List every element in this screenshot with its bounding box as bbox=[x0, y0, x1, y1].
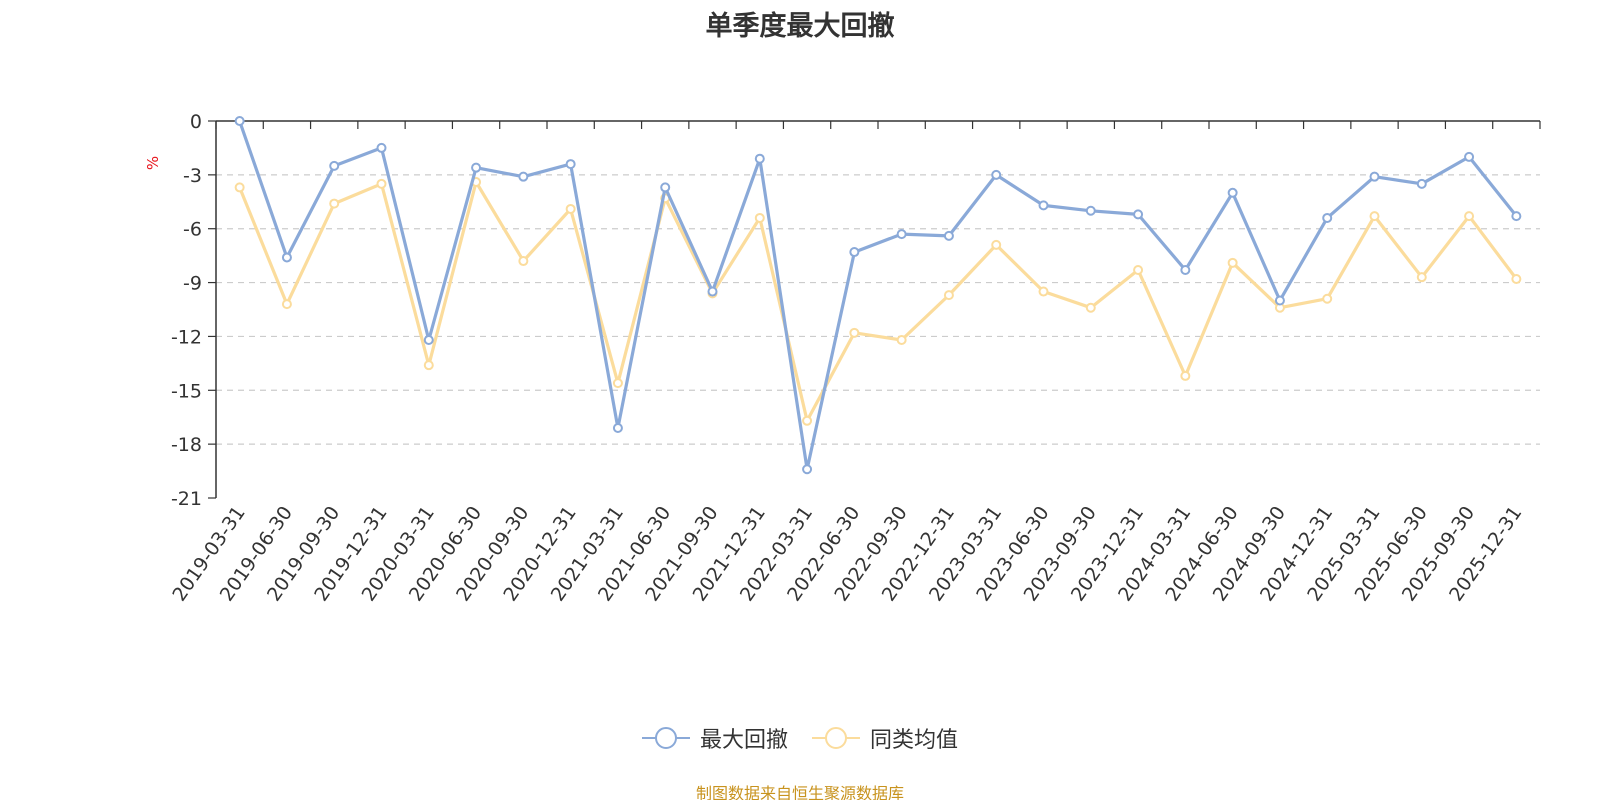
data-point bbox=[1038, 200, 1049, 211]
y-tick-label: 0 bbox=[190, 111, 202, 133]
legend: 最大回撤 同类均值 bbox=[0, 722, 1600, 754]
data-point bbox=[565, 203, 576, 214]
data-point bbox=[329, 160, 340, 171]
data-point bbox=[565, 159, 576, 170]
y-tick-label: -15 bbox=[171, 380, 202, 402]
data-point bbox=[896, 229, 907, 240]
y-tick-label: -21 bbox=[171, 488, 202, 510]
y-tick-label: -12 bbox=[171, 326, 202, 348]
data-point bbox=[943, 230, 954, 241]
data-point bbox=[1227, 187, 1238, 198]
data-point bbox=[281, 252, 292, 263]
data-point bbox=[1464, 151, 1475, 162]
data-point bbox=[423, 360, 434, 371]
data-point bbox=[329, 198, 340, 209]
legend-marker-peer-average bbox=[812, 727, 860, 749]
data-point bbox=[754, 153, 765, 164]
y-tick-label: -6 bbox=[183, 219, 202, 241]
data-point bbox=[1133, 265, 1144, 276]
data-point bbox=[1369, 171, 1380, 182]
data-point bbox=[1133, 209, 1144, 220]
legend-item-peer-average[interactable]: 同类均值 bbox=[812, 722, 958, 754]
data-point bbox=[281, 299, 292, 310]
legend-item-max-drawdown[interactable]: 最大回撤 bbox=[641, 722, 788, 754]
legend-marker-max-drawdown bbox=[641, 727, 690, 749]
y-axis-unit: % bbox=[144, 156, 162, 170]
data-point bbox=[612, 422, 623, 433]
line-chart: 0-3-6-9-12-15-18-212019-03-312019-06-302… bbox=[144, 111, 1541, 605]
data-point bbox=[1322, 212, 1333, 223]
data-point bbox=[1322, 293, 1333, 304]
data-point bbox=[849, 327, 860, 338]
data-point bbox=[518, 256, 529, 267]
data-point bbox=[802, 415, 813, 426]
axes: 0-3-6-9-12-15-18-212019-03-312019-06-302… bbox=[168, 111, 1541, 605]
data-point bbox=[1464, 211, 1475, 222]
legend-label-peer-average: 同类均值 bbox=[870, 728, 959, 753]
series-max-drawdown bbox=[234, 116, 1522, 475]
series-line bbox=[238, 180, 1518, 423]
data-point bbox=[802, 464, 813, 475]
data-point bbox=[1180, 265, 1191, 276]
data-point bbox=[849, 247, 860, 258]
y-tick-label: -3 bbox=[183, 165, 202, 187]
y-tick-label: -9 bbox=[183, 273, 202, 295]
data-point bbox=[1038, 286, 1049, 297]
data-point bbox=[376, 178, 387, 189]
data-point bbox=[1227, 257, 1238, 268]
data-point bbox=[754, 212, 765, 223]
data-point bbox=[896, 335, 907, 346]
data-point bbox=[1416, 178, 1427, 189]
data-point bbox=[423, 335, 434, 346]
chart-title: 单季度最大回撤 bbox=[705, 11, 895, 42]
data-point bbox=[612, 378, 623, 389]
data-point bbox=[1511, 273, 1522, 284]
data-point bbox=[943, 290, 954, 301]
data-point bbox=[660, 182, 671, 193]
y-tick-label: -18 bbox=[171, 434, 202, 456]
data-point bbox=[1180, 370, 1191, 381]
data-point bbox=[1274, 295, 1285, 306]
data-point bbox=[234, 182, 245, 193]
data-point bbox=[1511, 211, 1522, 222]
data-point bbox=[518, 171, 529, 182]
series-line bbox=[238, 120, 1518, 471]
data-point bbox=[1369, 211, 1380, 222]
data-point bbox=[707, 286, 718, 297]
data-point bbox=[991, 169, 1002, 180]
series-lines bbox=[234, 116, 1522, 475]
data-source-note: 制图数据来自恒生聚源数据库 bbox=[695, 784, 904, 800]
data-point bbox=[1085, 205, 1096, 216]
data-point bbox=[1085, 302, 1096, 313]
data-point bbox=[1416, 272, 1427, 283]
legend-label-max-drawdown: 最大回撤 bbox=[699, 728, 788, 753]
data-point bbox=[991, 239, 1002, 250]
data-point bbox=[376, 142, 387, 153]
data-point bbox=[234, 116, 245, 126]
data-point bbox=[471, 162, 482, 173]
